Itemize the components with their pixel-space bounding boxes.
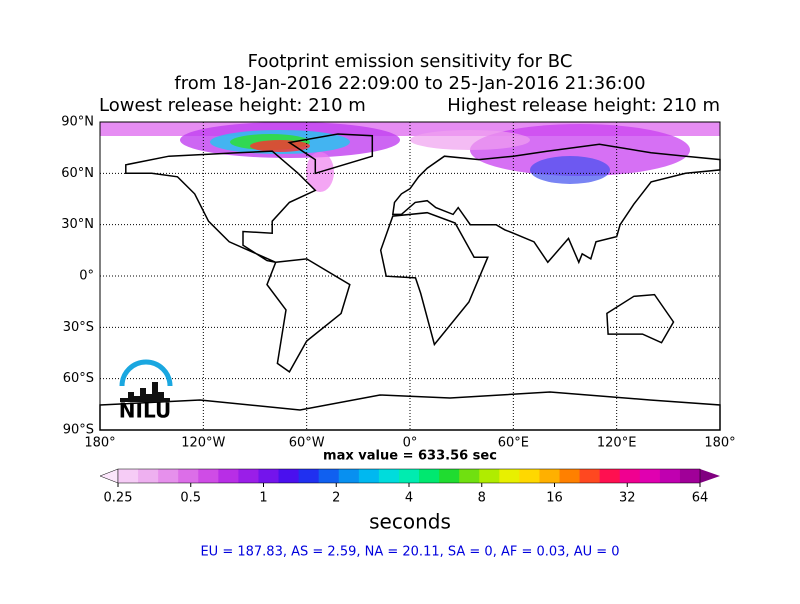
colorbar-swatch	[519, 469, 540, 483]
colorbar-swatch	[398, 469, 420, 483]
plume	[530, 156, 610, 184]
logo-text: NILU	[119, 399, 171, 423]
colorbar-swatch	[539, 469, 561, 483]
colorbar-swatch	[459, 469, 480, 483]
y-tick-label: 60°N	[61, 166, 94, 181]
release-height: Highest release height: 210 m	[447, 95, 720, 116]
colorbar-swatch	[198, 469, 219, 483]
colorbar-swatch	[138, 469, 159, 483]
y-tick-label: 30°N	[61, 217, 94, 232]
region-values: EU = 187.83, AS = 2.59, NA = 20.11, SA =…	[200, 545, 619, 560]
y-tick-label: 90°N	[61, 115, 94, 130]
colorbar-tick-label: 4	[405, 491, 413, 506]
plume	[250, 140, 310, 152]
colorbar-swatch	[178, 469, 199, 483]
colorbar-swatch	[318, 469, 340, 483]
colorbar-swatch	[599, 469, 621, 483]
logo: NILU	[119, 359, 173, 423]
colorbar-tick-label: 1	[259, 491, 267, 506]
colorbar-swatch	[338, 469, 360, 483]
colorbar-swatch	[358, 469, 380, 483]
colorbar-tick-label: 16	[546, 491, 563, 506]
colorbar-swatch	[639, 469, 661, 483]
plume	[410, 130, 530, 150]
logo-arc	[119, 359, 173, 387]
colorbar-tick-label: 64	[692, 491, 709, 506]
title: from 18-Jan-2016 22:09:00 to 25-Jan-2016…	[174, 73, 645, 94]
y-tick-label: 0°	[79, 269, 94, 284]
colorbar-extend	[99, 468, 119, 484]
colorbar-swatch	[218, 469, 239, 483]
colorbar-swatch	[439, 469, 460, 483]
x-tick-label: 0°	[403, 436, 418, 451]
colorbar-swatch	[419, 469, 440, 483]
colorbar-swatch	[378, 469, 400, 483]
x-tick-label: 60°W	[289, 436, 325, 451]
colorbar-tick-label: 32	[619, 491, 636, 506]
y-tick-label: 60°S	[63, 371, 94, 386]
colorbar-swatch	[238, 469, 259, 483]
y-tick-label: 30°S	[63, 320, 94, 335]
title: Footprint emission sensitivity for BC	[248, 51, 573, 72]
y-tick-label: 90°S	[63, 423, 94, 438]
colorbar-tick-label: 0.25	[104, 491, 133, 506]
colorbar-swatch	[579, 469, 601, 483]
colorbar-tick-label: 8	[478, 491, 486, 506]
colorbar-swatch	[619, 469, 641, 483]
colorbar-extend	[700, 469, 720, 483]
colorbar-swatch	[559, 469, 581, 483]
colorbar-swatch	[679, 469, 701, 483]
max-value: max value = 633.56 sec	[323, 449, 497, 464]
map-border	[99, 121, 721, 431]
colorbar-swatch	[479, 469, 500, 483]
colorbar-swatch	[298, 469, 320, 483]
map: NILU	[99, 121, 721, 431]
release-height: Lowest release height: 210 m	[99, 95, 366, 116]
x-tick-label: 180°	[84, 436, 115, 451]
colorbar-swatch	[258, 469, 280, 483]
x-tick-label: 120°E	[597, 436, 637, 451]
x-tick-label: 180°	[704, 436, 735, 451]
x-tick-label: 60°E	[498, 436, 529, 451]
colorbar-label: seconds	[369, 510, 451, 534]
colorbar-tick-label: 2	[332, 491, 340, 506]
colorbar: 0.25 0.5 1 2 4 8 16 32 64	[99, 468, 720, 506]
colorbar-tick-label: 0.5	[180, 491, 201, 506]
colorbar-swatch	[278, 469, 300, 483]
colorbar-swatch	[499, 469, 520, 483]
x-tick-label: 120°W	[181, 436, 225, 451]
colorbar-swatch	[659, 469, 681, 483]
logo-skyline	[120, 382, 170, 402]
colorbar-swatch	[118, 469, 139, 483]
colorbar-swatch	[158, 469, 179, 483]
